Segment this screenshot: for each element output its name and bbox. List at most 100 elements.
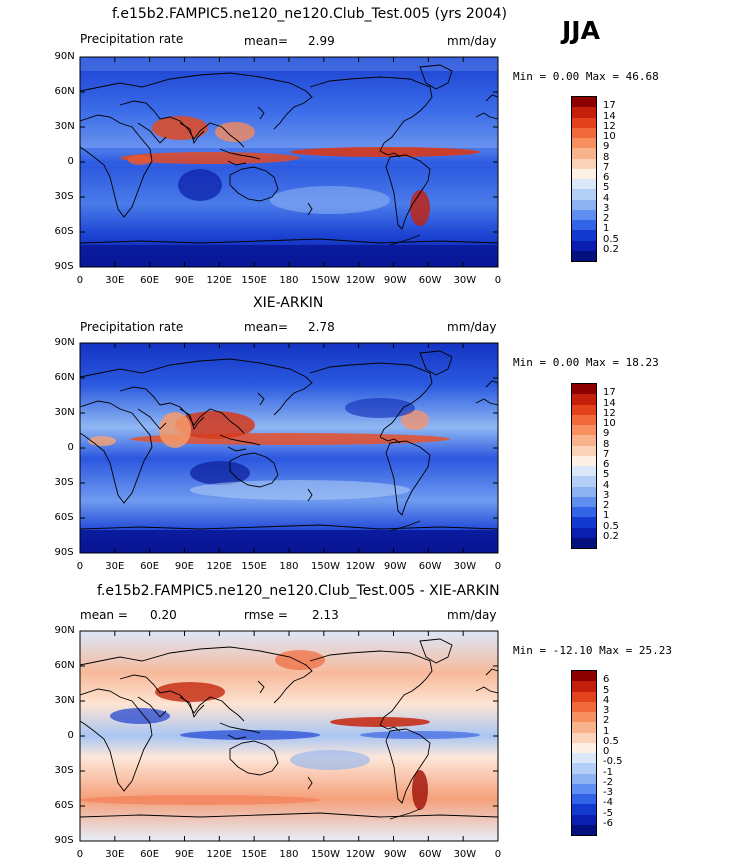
- colorbar-swatch: [572, 97, 596, 108]
- y-tick-label: 90S: [54, 261, 74, 272]
- colorbar-label: 8: [603, 438, 610, 450]
- colorbar-label: 0.5: [603, 233, 619, 245]
- colorbar-swatch: [572, 394, 596, 405]
- panel2-colorbar: [571, 383, 597, 549]
- x-tick-label: 150E: [241, 561, 267, 572]
- x-tick-label: 150W: [311, 561, 341, 572]
- colorbar-swatch: [572, 466, 596, 477]
- colorbar-swatch: [572, 814, 596, 825]
- x-tick-label: 0: [76, 561, 84, 572]
- y-tick-label: 30S: [54, 191, 74, 202]
- y-tick-label: 60S: [54, 800, 74, 811]
- panel1-units: mm/day: [447, 34, 497, 48]
- colorbar-swatch: [572, 794, 596, 805]
- panel1-title: f.e15b2.FAMPIC5.ne120_ne120.Club_Test.00…: [112, 6, 507, 22]
- x-tick-label: 0: [494, 275, 502, 286]
- x-tick-label: 120E: [206, 275, 232, 286]
- colorbar-swatch: [572, 158, 596, 169]
- panel2-units: mm/day: [447, 320, 497, 334]
- panel3-title: f.e15b2.FAMPIC5.ne120_ne120.Club_Test.00…: [97, 583, 500, 599]
- colorbar-label: 14: [603, 110, 616, 122]
- colorbar-swatch: [572, 384, 596, 395]
- y-tick-label: 0: [67, 442, 74, 453]
- colorbar-swatch: [572, 496, 596, 507]
- panel1-mean-label: mean=: [244, 34, 289, 48]
- season-label: JJA: [562, 16, 600, 45]
- colorbar-label: 4: [603, 192, 610, 204]
- y-tick-label: 90S: [54, 547, 74, 558]
- colorbar-swatch: [572, 783, 596, 794]
- y-tick-label: 90S: [54, 835, 74, 846]
- colorbar-label: 0.2: [603, 530, 619, 542]
- colorbar-label: 0.5: [603, 735, 619, 747]
- x-tick-label: 90E: [174, 275, 194, 286]
- colorbar-swatch: [572, 117, 596, 128]
- colorbar-swatch: [572, 414, 596, 425]
- y-tick-label: 60N: [54, 86, 75, 97]
- colorbar-swatch: [572, 189, 596, 200]
- x-tick-label: 150W: [311, 849, 341, 860]
- colorbar-label: 9: [603, 141, 610, 153]
- colorbar-swatch: [572, 435, 596, 446]
- x-tick-label: 30E: [105, 275, 125, 286]
- colorbar-label: 3: [603, 202, 610, 214]
- panel3-rmse-label: rmse =: [244, 608, 288, 622]
- colorbar-label: 1: [603, 725, 610, 737]
- colorbar-swatch: [572, 199, 596, 210]
- colorbar-swatch: [572, 671, 596, 682]
- x-tick-label: 60W: [418, 275, 442, 286]
- panel1-map: [80, 57, 498, 267]
- colorbar-swatch: [572, 168, 596, 179]
- y-tick-label: 30N: [54, 121, 75, 132]
- x-tick-label: 90W: [383, 849, 407, 860]
- y-tick-label: 30N: [54, 695, 75, 706]
- y-tick-label: 60N: [54, 372, 75, 383]
- colorbar-swatch: [572, 773, 596, 784]
- colorbar-swatch: [572, 732, 596, 743]
- colorbar-swatch: [572, 722, 596, 733]
- colorbar-swatch: [572, 240, 596, 251]
- colorbar-label: 1: [603, 510, 610, 522]
- colorbar-label: 6: [603, 674, 610, 686]
- colorbar-label: 17: [603, 100, 616, 112]
- colorbar-swatch: [572, 742, 596, 753]
- x-tick-label: 180: [279, 849, 299, 860]
- colorbar-swatch: [572, 804, 596, 815]
- colorbar-swatch: [572, 445, 596, 456]
- colorbar-label: 8: [603, 151, 610, 163]
- x-tick-label: 120E: [206, 849, 232, 860]
- colorbar-label: 12: [603, 120, 616, 132]
- x-tick-label: 30W: [453, 849, 477, 860]
- x-tick-label: 30W: [453, 275, 477, 286]
- colorbar-swatch: [572, 127, 596, 138]
- panel2-title: XIE-ARKIN: [253, 295, 324, 311]
- panel3-units: mm/day: [447, 608, 497, 622]
- x-tick-label: 120E: [206, 561, 232, 572]
- x-tick-label: 150W: [311, 275, 341, 286]
- panel3-minmax: Min = -12.10 Max = 25.23: [513, 644, 672, 657]
- x-tick-label: 90W: [383, 561, 407, 572]
- colorbar-swatch: [572, 507, 596, 518]
- y-tick-label: 60N: [54, 660, 75, 671]
- panel1-colorbar: [571, 96, 597, 262]
- panel1-left-label: Precipitation rate: [80, 32, 184, 46]
- y-tick-label: 90N: [54, 51, 75, 62]
- x-tick-label: 0: [494, 561, 502, 572]
- x-tick-label: 0: [494, 849, 502, 860]
- panel3-mean-value: 0.20: [150, 608, 177, 622]
- colorbar-swatch: [572, 527, 596, 538]
- colorbar-label: 10: [603, 418, 616, 429]
- panel1-minmax: Min = 0.00 Max = 46.68: [513, 70, 659, 83]
- colorbar-label: -3: [603, 787, 613, 798]
- y-tick-label: 90N: [54, 625, 75, 636]
- colorbar-swatch: [572, 209, 596, 220]
- panel3-colorbar: [571, 670, 597, 836]
- y-tick-label: 30S: [54, 477, 74, 488]
- x-tick-label: 0: [76, 275, 84, 286]
- x-tick-label: 90E: [174, 561, 194, 572]
- x-tick-label: 60W: [418, 561, 442, 572]
- x-tick-label: 30W: [453, 561, 477, 572]
- y-tick-label: 30S: [54, 765, 74, 776]
- x-tick-label: 120W: [345, 275, 375, 286]
